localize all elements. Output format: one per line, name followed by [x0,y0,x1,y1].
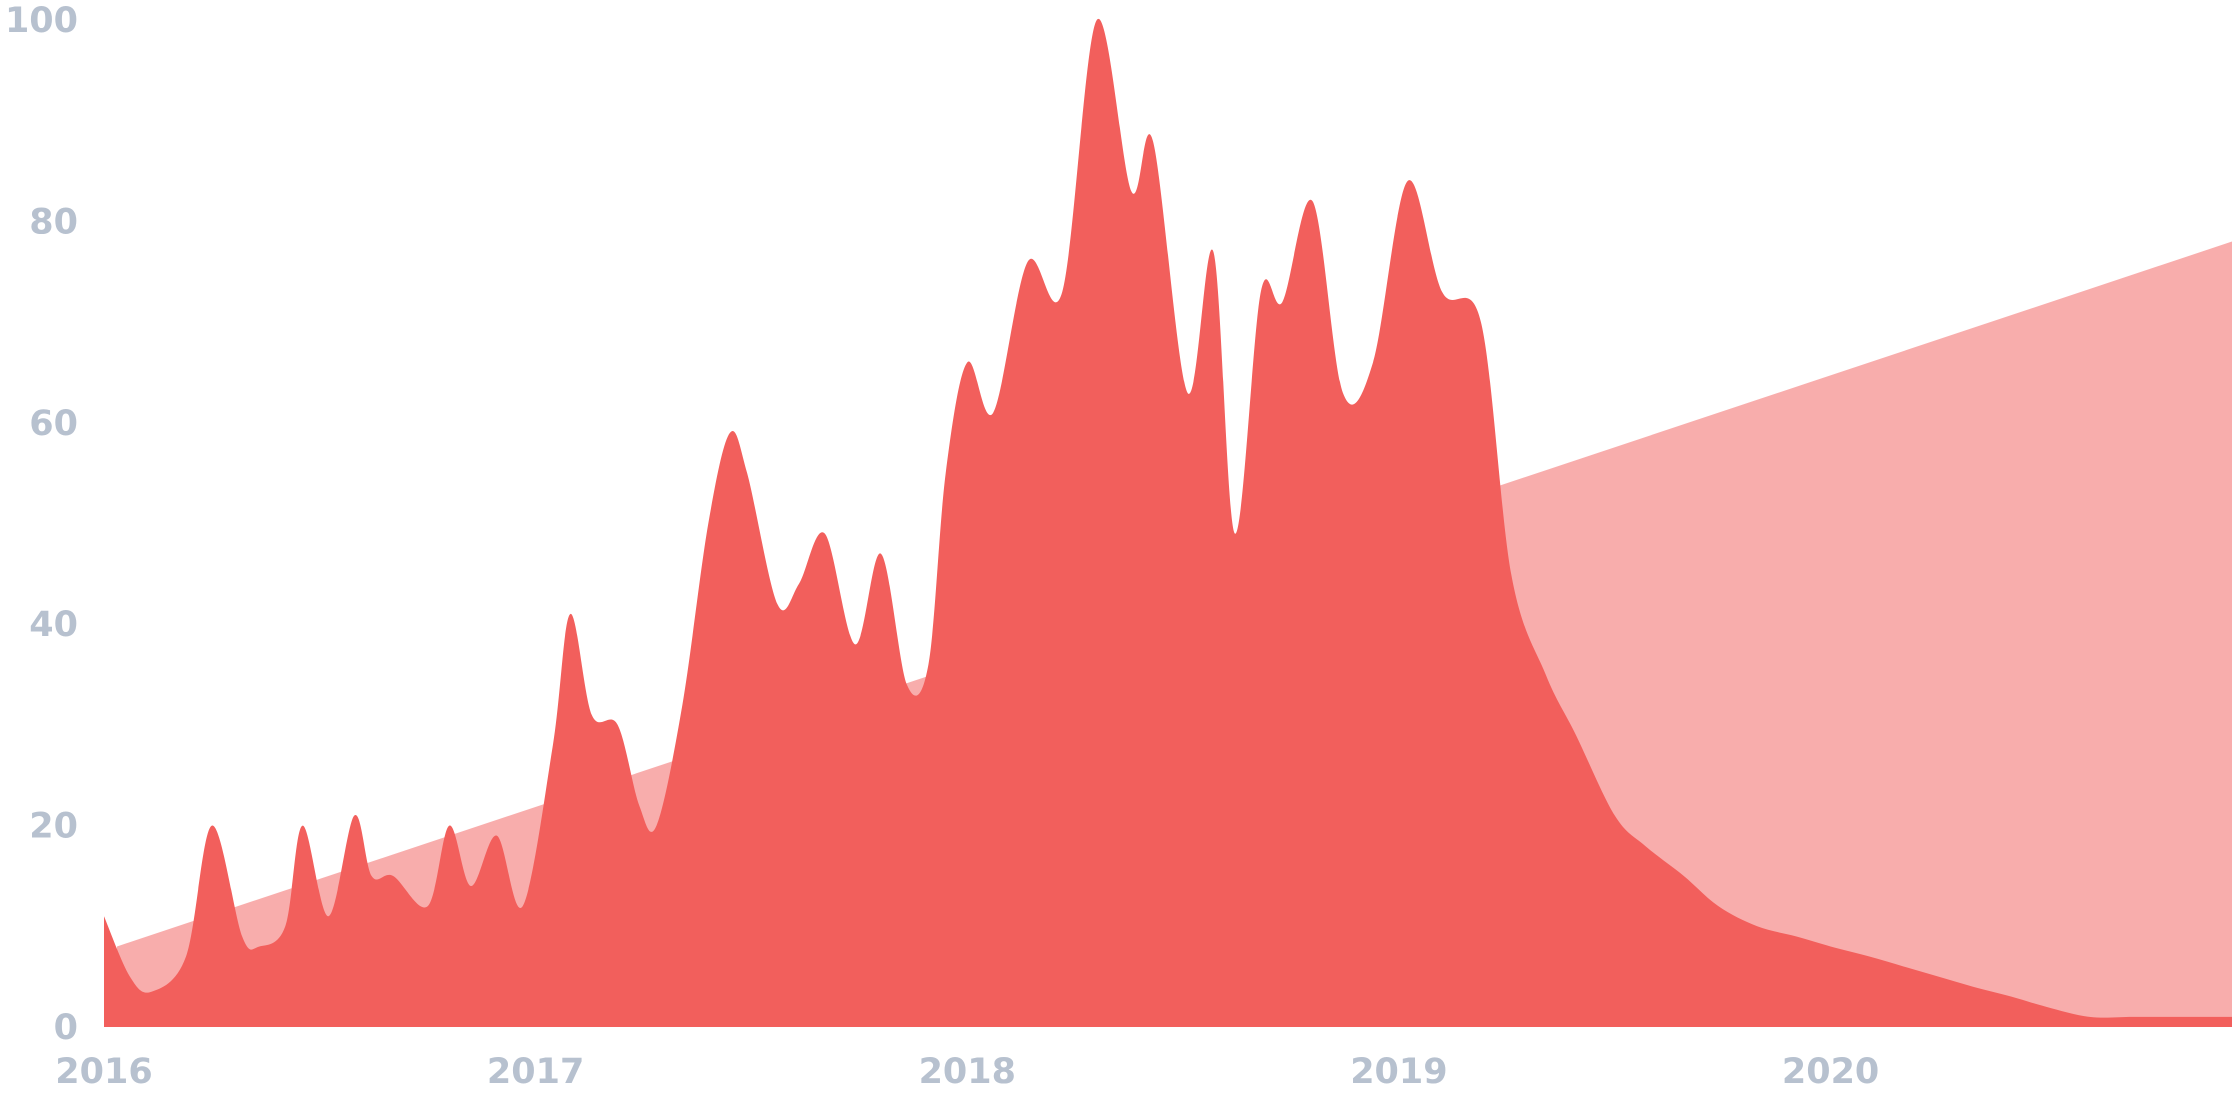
x-tick-label: 2018 [919,1052,1016,1092]
y-tick-label: 40 [29,605,78,645]
x-tick-label: 2019 [1350,1052,1447,1092]
x-tick-label: 2020 [1782,1052,1879,1092]
y-tick-label: 80 [29,202,78,242]
series-area-layer [104,18,2232,1027]
x-tick-label: 2017 [487,1052,584,1092]
y-tick-label: 60 [29,404,78,444]
series-area [104,18,2232,1027]
x-axis: 2016 2017 2018 2019 2020 [55,1052,1879,1092]
x-tick-label: 2016 [55,1052,152,1092]
y-tick-label: 0 [54,1008,78,1048]
y-tick-label: 100 [5,1,78,41]
y-axis: 0 20 40 60 80 100 [5,1,78,1048]
y-tick-label: 20 [29,807,78,847]
